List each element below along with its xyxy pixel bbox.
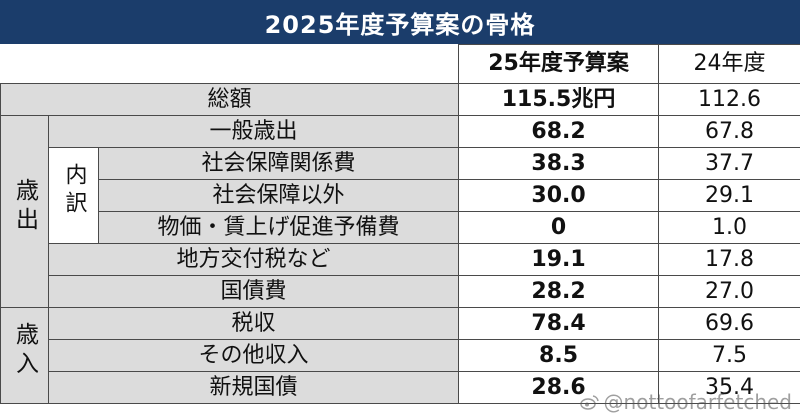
row-previous: 69.6 bbox=[658, 307, 800, 340]
row-current: 19.1 bbox=[458, 243, 660, 276]
row-current: 8.5 bbox=[458, 339, 660, 372]
watermark: @nottoofarfetched bbox=[579, 390, 792, 414]
table-row: 物価・賃上げ促進予備費 0 1.0 bbox=[1, 211, 800, 244]
table-row: 国債費 28.2 27.0 bbox=[1, 275, 800, 308]
row-current: 38.3 bbox=[458, 147, 660, 180]
row-previous: 37.7 bbox=[658, 147, 800, 180]
row-previous: 1.0 bbox=[658, 211, 800, 244]
total-row: 総額 115.5兆円 112.6 bbox=[0, 83, 800, 116]
row-previous: 67.8 bbox=[658, 115, 800, 148]
row-label: 一般歳出 bbox=[47, 115, 460, 148]
total-current: 115.5兆円 bbox=[458, 83, 660, 116]
row-label: 税収 bbox=[47, 307, 460, 340]
watermark-text: @nottoofarfetched bbox=[603, 390, 792, 414]
row-previous: 27.0 bbox=[658, 275, 800, 308]
row-label: 社会保障関係費 bbox=[97, 147, 460, 180]
table-row: 内訳 社会保障関係費 38.3 37.7 bbox=[1, 147, 800, 244]
row-current: 78.4 bbox=[458, 307, 660, 340]
table-title: 2025年度予算案の骨格 bbox=[0, 0, 800, 44]
table-row: 地方交付税など 19.1 17.8 bbox=[1, 243, 800, 276]
table-row: 社会保障以外 30.0 29.1 bbox=[1, 179, 800, 212]
weibo-icon bbox=[579, 395, 599, 410]
row-label: その他収入 bbox=[47, 339, 460, 372]
group-label-breakdown: 内訳 bbox=[48, 147, 99, 244]
row-previous: 17.8 bbox=[658, 243, 800, 276]
row-label: 社会保障以外 bbox=[97, 179, 460, 212]
row-current: 0 bbox=[458, 211, 660, 244]
table-row: 歳入 税収 78.4 69.6 bbox=[0, 307, 800, 404]
header-row: 25年度予算案 24年度 bbox=[0, 44, 800, 84]
row-current: 30.0 bbox=[458, 179, 660, 212]
row-label: 物価・賃上げ促進予備費 bbox=[97, 211, 460, 244]
row-current: 28.2 bbox=[458, 275, 660, 308]
table-row: その他収入 8.5 7.5 bbox=[1, 339, 800, 372]
budget-table: 25年度予算案 24年度 総額 115.5兆円 112.6 歳出 一般歳出 68… bbox=[0, 44, 800, 404]
row-current: 28.6 bbox=[458, 371, 660, 404]
col-header-current: 25年度予算案 bbox=[458, 44, 660, 84]
row-label: 国債費 bbox=[47, 275, 460, 308]
header-blank bbox=[0, 44, 460, 84]
group-label-revenue: 歳入 bbox=[0, 307, 49, 404]
row-previous: 7.5 bbox=[658, 339, 800, 372]
row-previous: 35.4 bbox=[658, 371, 800, 404]
row-label: 地方交付税など bbox=[47, 243, 460, 276]
total-previous: 112.6 bbox=[658, 83, 800, 116]
row-label: 新規国債 bbox=[47, 371, 460, 404]
row-previous: 29.1 bbox=[658, 179, 800, 212]
total-label: 総額 bbox=[0, 83, 460, 116]
group-label-expenditure: 歳出 bbox=[0, 115, 49, 308]
table-row: 歳出 一般歳出 68.2 67.8 bbox=[0, 115, 800, 308]
table-row: 新規国債 28.6 35.4 bbox=[1, 371, 800, 404]
col-header-previous: 24年度 bbox=[658, 44, 800, 84]
row-current: 68.2 bbox=[458, 115, 660, 148]
